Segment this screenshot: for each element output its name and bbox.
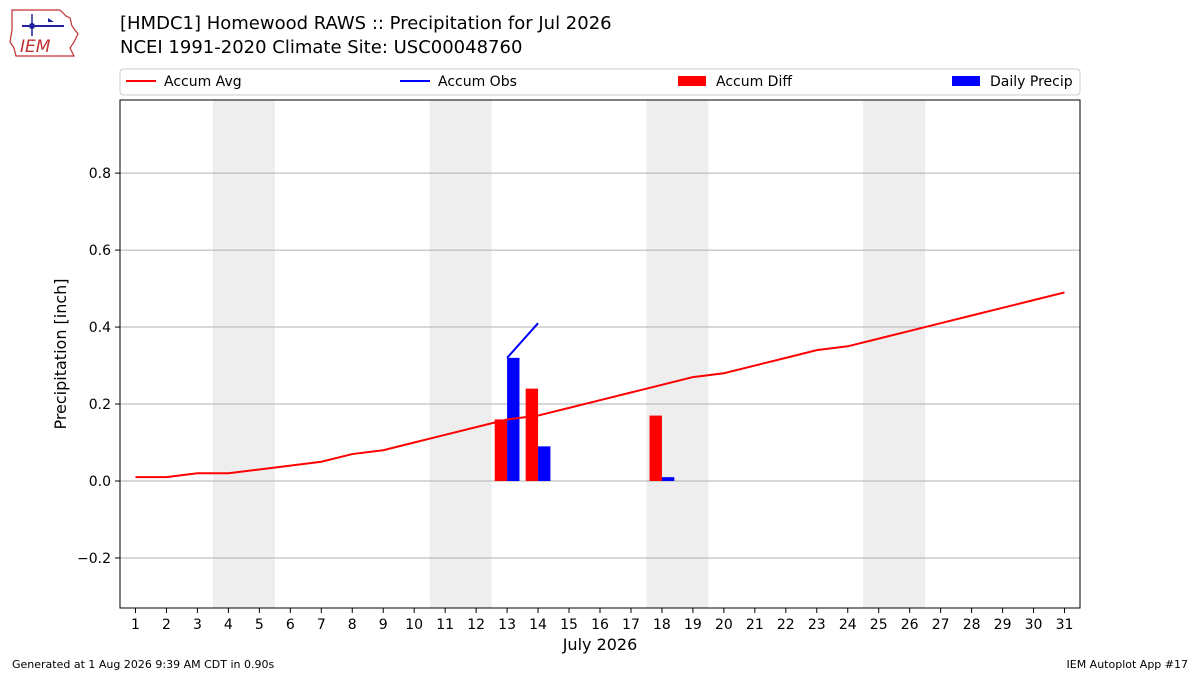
- x-tick-label: 4: [224, 617, 233, 633]
- x-tick-label: 9: [379, 617, 388, 633]
- x-tick-label: 30: [1025, 617, 1043, 633]
- x-tick-label: 18: [653, 617, 671, 633]
- legend-label: Accum Obs: [438, 74, 517, 90]
- legend-label: Accum Diff: [716, 74, 792, 90]
- legend-label: Accum Avg: [164, 74, 242, 90]
- y-tick-label: 0.6: [89, 243, 111, 259]
- y-axis: −0.2 0.0 0.2 0.4 0.6 0.8: [77, 166, 120, 567]
- x-axis: 1 2 3 4 5 6 7 8 9 10 11 12 13 14 15 16 17 18 19 20 21 22 23 24 2…: [131, 608, 1073, 633]
- x-tick-label: 20: [715, 617, 733, 633]
- x-tick-label: 15: [560, 617, 578, 633]
- x-tick-label: 2: [162, 617, 171, 633]
- weekend-band: [429, 100, 492, 608]
- daily-precip-bar: [538, 446, 551, 481]
- y-tick-label: −0.2: [77, 551, 111, 567]
- x-tick-label: 25: [870, 617, 888, 633]
- weekend-band: [646, 100, 709, 608]
- weekend-bands: [212, 100, 926, 608]
- x-tick-label: 24: [839, 617, 857, 633]
- y-tick-label: 0.4: [89, 320, 111, 336]
- x-tick-label: 11: [436, 617, 454, 633]
- x-tick-label: 17: [622, 617, 640, 633]
- iem-logo-icon: IEM: [9, 9, 79, 57]
- x-tick-label: 29: [994, 617, 1012, 633]
- x-tick-label: 12: [467, 617, 485, 633]
- x-tick-label: 1: [131, 617, 140, 633]
- legend-box: [119, 68, 1081, 96]
- x-tick-label: 16: [591, 617, 609, 633]
- x-tick-label: 19: [684, 617, 702, 633]
- chart-title: [HMDC1] Homewood RAWS :: Precipitation f…: [120, 13, 612, 34]
- x-tick-label: 28: [963, 617, 981, 633]
- y-tick-label: 0.0: [89, 474, 111, 490]
- x-tick-label: 26: [901, 617, 919, 633]
- x-tick-label: 13: [498, 617, 516, 633]
- footer-app-text: IEM Autoplot App #17: [1066, 658, 1189, 671]
- y-tick-label: 0.2: [89, 397, 111, 413]
- accum-diff-bar: [649, 415, 662, 481]
- legend-swatch: [678, 76, 706, 86]
- y-axis-label: Precipitation [inch]: [51, 278, 70, 429]
- x-tick-label: 22: [777, 617, 795, 633]
- logo-text: IEM: [20, 37, 51, 57]
- x-tick-label: 7: [317, 617, 326, 633]
- x-tick-label: 31: [1056, 617, 1074, 633]
- x-tick-label: 8: [348, 617, 357, 633]
- accum-avg-line: [135, 291, 1065, 479]
- accum-obs-line: [506, 322, 539, 359]
- grid-lines: [120, 172, 1080, 559]
- x-tick-label: 21: [746, 617, 764, 633]
- legend: Accum Avg Accum Obs Accum Diff Daily Precip: [119, 68, 1081, 96]
- x-tick-label: 14: [529, 617, 547, 633]
- daily-precip-bar: [661, 477, 675, 481]
- footer-generated-text: Generated at 1 Aug 2026 9:39 AM CDT in 0…: [12, 658, 275, 671]
- accum-diff-bar: [494, 419, 508, 481]
- x-tick-label: 23: [808, 617, 826, 633]
- legend-label: Daily Precip: [990, 74, 1073, 90]
- x-tick-label: 6: [286, 617, 295, 633]
- x-axis-label: July 2026: [562, 635, 638, 654]
- x-tick-label: 3: [193, 617, 202, 633]
- series-lines: [135, 291, 1065, 479]
- weekend-band: [863, 100, 926, 608]
- x-tick-label: 10: [405, 617, 423, 633]
- chart-subtitle: NCEI 1991-2020 Climate Site: USC00048760: [120, 37, 523, 58]
- weekend-band: [212, 100, 275, 608]
- accum-diff-bar: [525, 388, 539, 481]
- bars: [494, 357, 675, 481]
- x-tick-label: 5: [255, 617, 264, 633]
- x-tick-label: 27: [932, 617, 950, 633]
- y-tick-label: 0.8: [89, 166, 111, 182]
- legend-swatch: [952, 76, 980, 86]
